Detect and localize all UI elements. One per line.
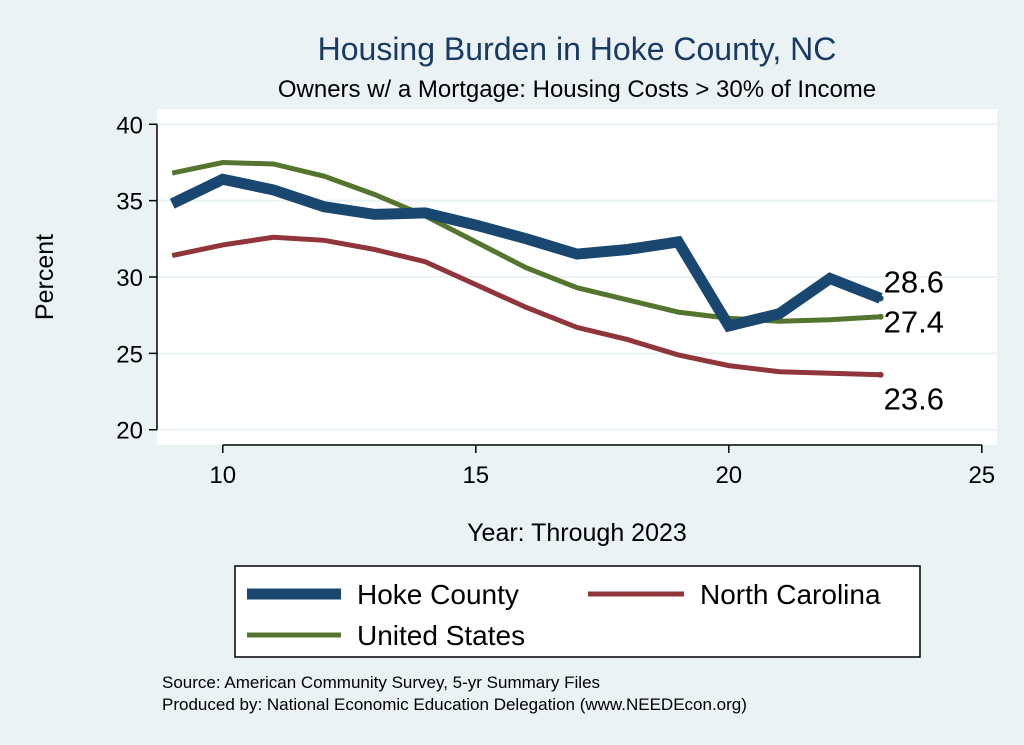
axes bbox=[149, 123, 983, 453]
end-point-united-states bbox=[877, 313, 884, 320]
x-tick-label: 20 bbox=[715, 462, 742, 489]
y-tick-label: 35 bbox=[116, 189, 143, 216]
end-label-north-carolina: 23.6 bbox=[884, 382, 944, 417]
produced-by-line: Produced by: National Economic Education… bbox=[162, 695, 747, 714]
chart-subtitle: Owners w/ a Mortgage: Housing Costs > 30… bbox=[278, 76, 876, 103]
legend-label-hoke-county: Hoke County bbox=[357, 579, 519, 610]
series-line-hoke-county bbox=[169, 173, 883, 333]
end-point-north-carolina bbox=[877, 371, 884, 378]
y-tick-label: 20 bbox=[116, 418, 143, 445]
x-tick-label: 25 bbox=[968, 462, 995, 489]
end-label-hoke-county: 28.6 bbox=[884, 264, 944, 299]
y-tick-label: 30 bbox=[116, 265, 143, 292]
legend-box bbox=[234, 565, 921, 658]
series-lines bbox=[169, 159, 884, 378]
y-axis-label: Percent bbox=[31, 234, 59, 320]
end-labels: 28.6 23.6 27.4 bbox=[884, 264, 944, 416]
source-line: Source: American Community Survey, 5-yr … bbox=[162, 673, 600, 692]
chart-title: Housing Burden in Hoke County, NC bbox=[318, 31, 837, 67]
end-label-united-states: 27.4 bbox=[884, 305, 944, 340]
x-axis-label: Year: Through 2023 bbox=[467, 519, 687, 547]
x-tick-label: 15 bbox=[462, 462, 489, 489]
end-point-hoke-county bbox=[877, 295, 884, 302]
x-tick-label: 10 bbox=[209, 462, 236, 489]
legend-label-united-states: United States bbox=[357, 620, 525, 651]
y-tick-label: 25 bbox=[116, 341, 143, 368]
y-tick-label: 40 bbox=[116, 112, 143, 139]
legend-label-north-carolina: North Carolina bbox=[700, 579, 881, 610]
series-line-north-carolina bbox=[171, 234, 881, 378]
legend: Hoke County North Carolina United States bbox=[234, 565, 921, 658]
tick-labels: 20 25 30 35 40 10 15 20 25 bbox=[116, 112, 995, 489]
